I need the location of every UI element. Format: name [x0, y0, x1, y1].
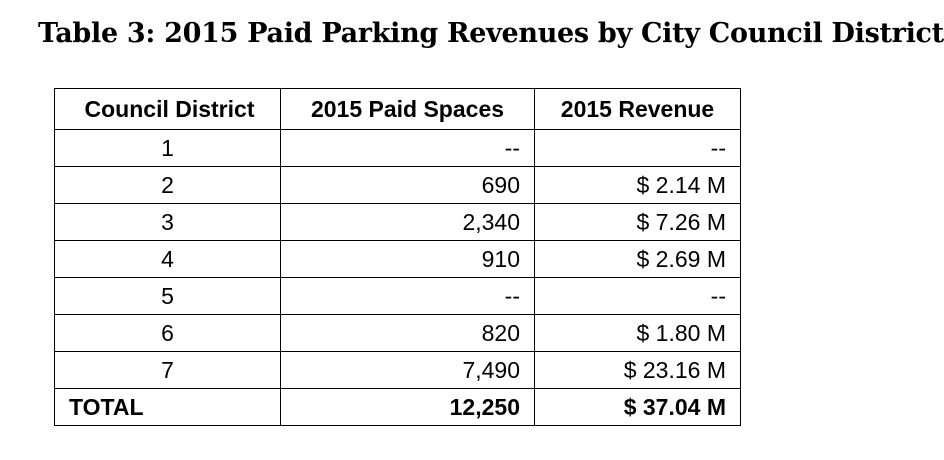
spaces-cell: -- [280, 129, 535, 167]
total-spaces: 12,250 [280, 388, 535, 426]
table-row: 3 2,340 $ 7.26 M [54, 203, 741, 241]
spaces-cell: 2,340 [280, 203, 535, 241]
revenue-cell: $ 7.26 M [534, 203, 741, 241]
table-row: 2 690 $ 2.14 M [54, 166, 741, 204]
spaces-cell: 910 [280, 240, 535, 278]
spaces-cell: 690 [280, 166, 535, 204]
header-council-district: Council District [54, 88, 281, 130]
table-row: 1 -- -- [54, 129, 741, 167]
district-cell: 3 [54, 203, 281, 241]
revenue-cell: -- [534, 129, 741, 167]
total-revenue: $ 37.04 M [534, 388, 741, 426]
spaces-cell: 820 [280, 314, 535, 352]
district-cell: 7 [54, 351, 281, 389]
parking-revenue-table: Council District 2015 Paid Spaces 2015 R… [54, 88, 741, 426]
total-row: TOTAL 12,250 $ 37.04 M [54, 388, 741, 426]
spaces-cell: -- [280, 277, 535, 315]
spaces-cell: 7,490 [280, 351, 535, 389]
table-row: 4 910 $ 2.69 M [54, 240, 741, 278]
table-row: 7 7,490 $ 23.16 M [54, 351, 741, 389]
header-paid-spaces: 2015 Paid Spaces [280, 88, 535, 130]
district-cell: 6 [54, 314, 281, 352]
table-row: 5 -- -- [54, 277, 741, 315]
header-row: Council District 2015 Paid Spaces 2015 R… [54, 88, 741, 130]
revenue-cell: $ 1.80 M [534, 314, 741, 352]
district-cell: 4 [54, 240, 281, 278]
revenue-cell: $ 23.16 M [534, 351, 741, 389]
total-label: TOTAL [54, 388, 281, 426]
district-cell: 5 [54, 277, 281, 315]
header-revenue: 2015 Revenue [534, 88, 741, 130]
revenue-cell: $ 2.69 M [534, 240, 741, 278]
revenue-cell: $ 2.14 M [534, 166, 741, 204]
table-row: 6 820 $ 1.80 M [54, 314, 741, 352]
revenue-cell: -- [534, 277, 741, 315]
district-cell: 1 [54, 129, 281, 167]
table-title: Table 3: 2015 Paid Parking Revenues by C… [38, 18, 944, 49]
district-cell: 2 [54, 166, 281, 204]
